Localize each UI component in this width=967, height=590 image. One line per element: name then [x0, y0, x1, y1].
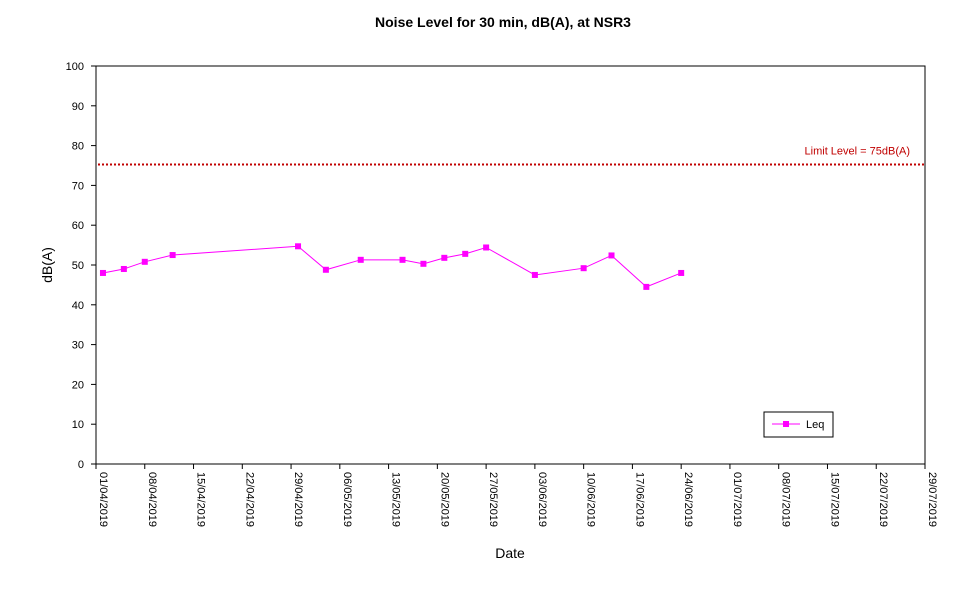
series-group	[99, 243, 685, 290]
x-tick-label: 20/05/2019	[438, 472, 450, 527]
data-point-leq	[643, 283, 650, 290]
chart-title: Noise Level for 30 min, dB(A), at NSR3	[375, 14, 631, 30]
y-tick-label: 70	[72, 180, 84, 192]
y-tick-label: 40	[72, 300, 84, 312]
y-tick-label: 50	[72, 260, 84, 272]
data-point-leq	[441, 254, 448, 261]
x-tick-label: 24/06/2019	[682, 472, 694, 527]
data-point-leq	[531, 271, 538, 278]
data-point-leq	[295, 243, 302, 250]
data-point-leq	[462, 250, 469, 257]
x-axis-label: Date	[495, 545, 525, 561]
data-point-leq	[580, 265, 587, 272]
x-tick-label: 01/04/2019	[97, 472, 109, 527]
x-tick-label: 06/05/2019	[341, 472, 353, 527]
y-tick-label: 10	[72, 419, 84, 431]
plot-area-frame	[95, 65, 926, 465]
x-tick-label: 29/04/2019	[292, 472, 304, 527]
data-point-leq	[420, 260, 427, 267]
y-axis-label: dB(A)	[39, 247, 55, 283]
y-tick-label: 0	[78, 459, 84, 471]
data-point-leq	[357, 256, 364, 263]
x-tick-label: 13/05/2019	[390, 472, 402, 527]
y-tick-label: 100	[66, 61, 84, 73]
y-axis: 0 10 20 30 40 50 60 70 80 90 100	[66, 61, 96, 471]
legend-series-marker	[783, 421, 789, 427]
x-tick-label: 08/07/2019	[780, 472, 792, 527]
x-tick-label: 03/06/2019	[536, 472, 548, 527]
y-tick-label: 20	[72, 379, 84, 391]
x-tick-label: 08/04/2019	[146, 472, 158, 527]
x-tick-label: 22/04/2019	[243, 472, 255, 527]
data-point-leq	[399, 256, 406, 263]
data-point-leq	[141, 258, 148, 265]
series-line-leq	[102, 245, 682, 288]
legend: Leq	[763, 411, 834, 438]
limit-line-group: Limit Level = 75dB(A)	[98, 146, 924, 166]
legend-series-label: Leq	[806, 419, 824, 431]
x-tick-label: 15/07/2019	[828, 472, 840, 527]
y-tick-label: 80	[72, 141, 84, 153]
limit-line-label: Limit Level = 75dB(A)	[805, 146, 910, 158]
data-point-leq	[120, 265, 127, 272]
x-tick-label: 01/07/2019	[731, 472, 743, 527]
y-tick-label: 90	[72, 101, 84, 113]
y-tick-label: 30	[72, 340, 84, 352]
data-point-leq	[608, 252, 615, 259]
data-point-leq	[99, 269, 106, 276]
data-point-leq	[483, 244, 490, 251]
data-point-leq	[322, 266, 329, 273]
data-point-leq	[169, 252, 176, 259]
x-axis: 01/04/2019 08/04/2019 15/04/2019 22/04/2019…	[95, 464, 938, 527]
x-tick-label: 15/04/2019	[195, 472, 207, 527]
x-tick-label: 10/06/2019	[585, 472, 597, 527]
x-tick-label: 17/06/2019	[633, 472, 645, 527]
x-tick-label: 27/05/2019	[487, 472, 499, 527]
y-tick-label: 60	[72, 220, 84, 232]
x-tick-label: 22/07/2019	[877, 472, 889, 527]
x-tick-label: 29/07/2019	[926, 472, 938, 527]
data-point-leq	[678, 269, 685, 276]
